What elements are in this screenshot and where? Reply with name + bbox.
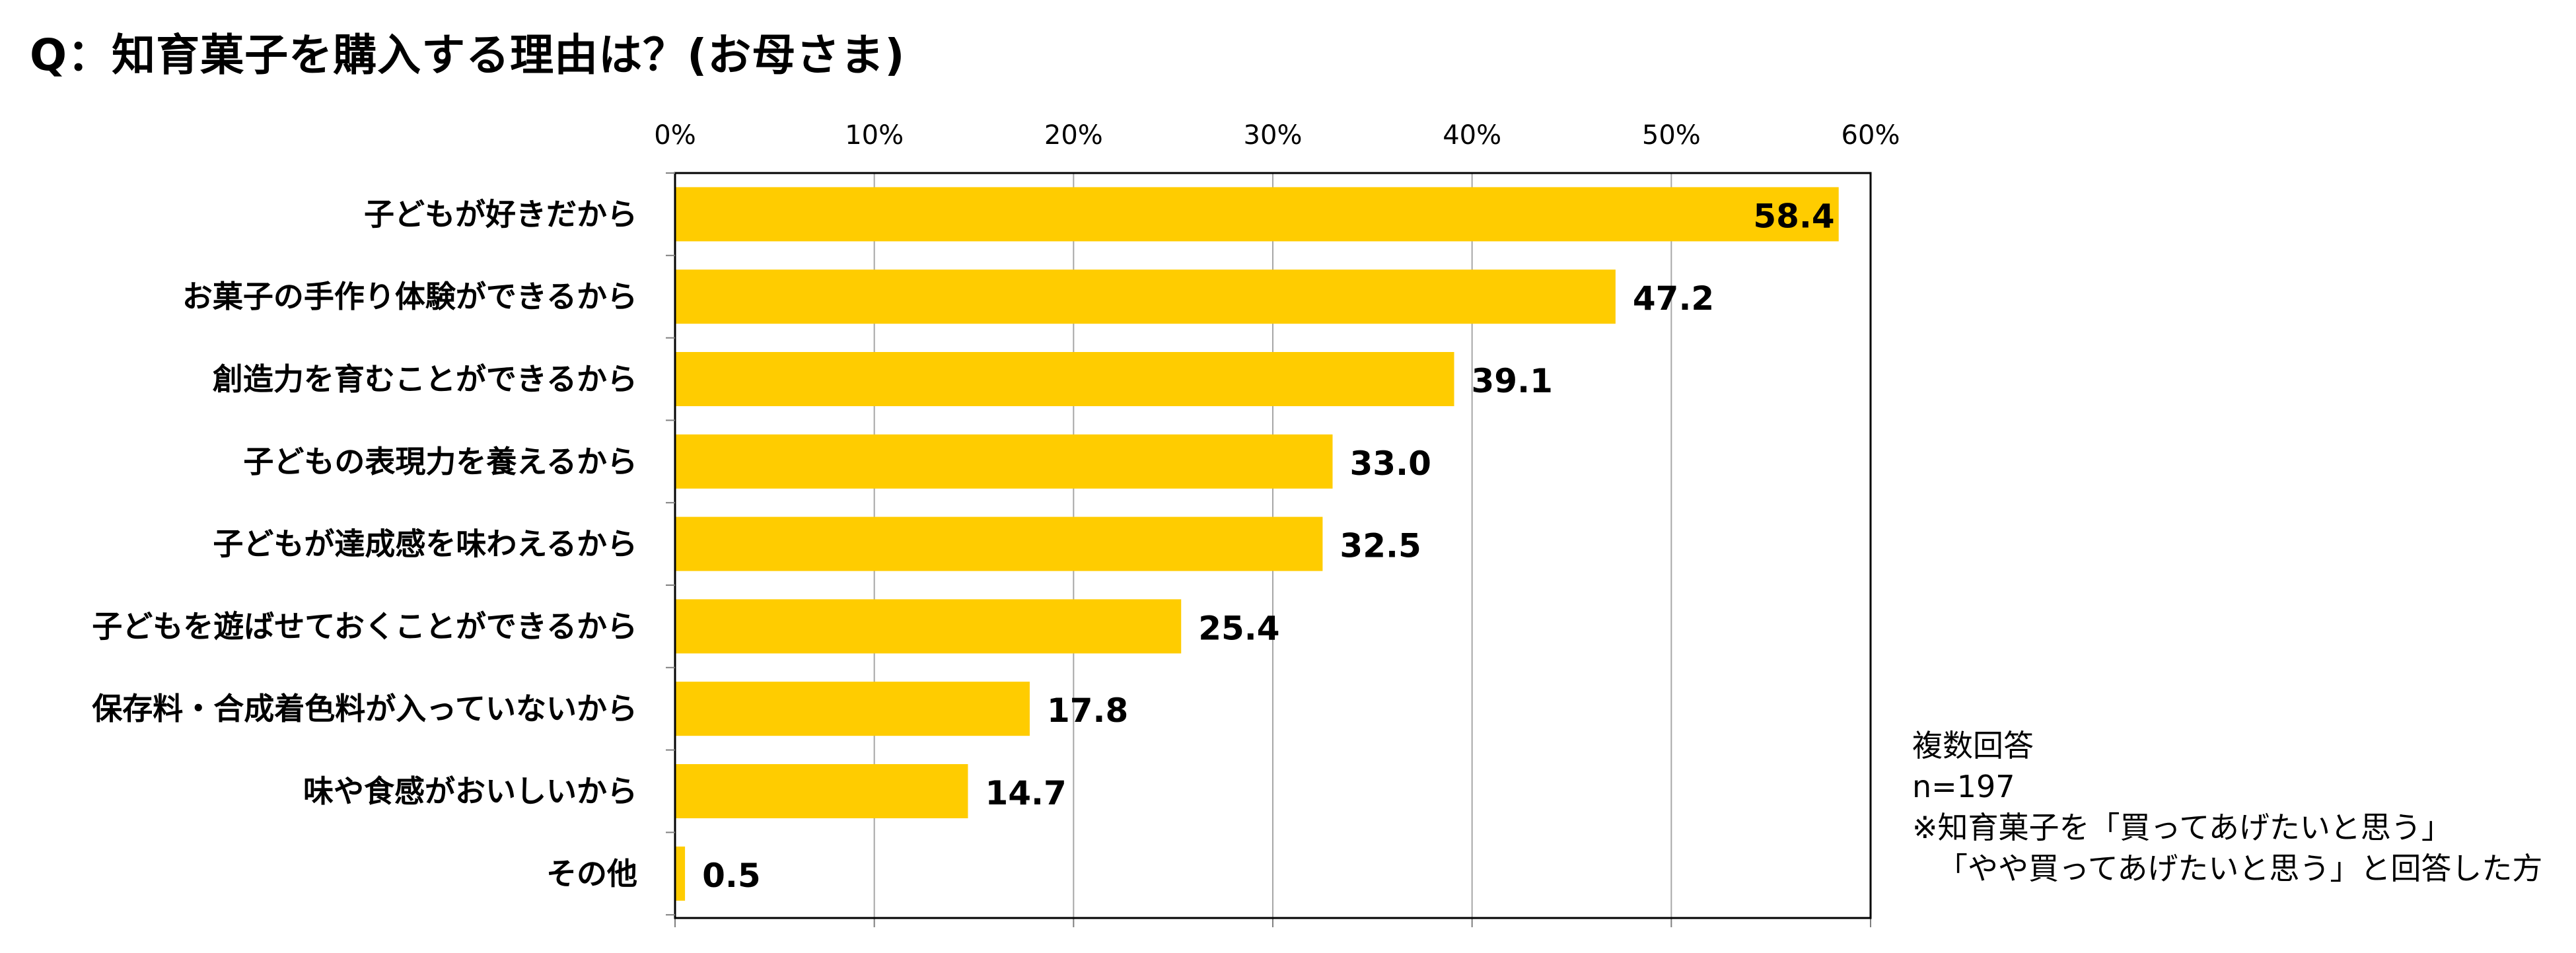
data-label: 33.0 (1350, 444, 1431, 483)
data-label: 17.8 (1047, 691, 1128, 730)
category-label: お菓子の手作り体験ができるから (182, 279, 637, 314)
bar (675, 516, 1323, 571)
data-label: 25.4 (1198, 609, 1279, 647)
x-tick-label: 10% (845, 120, 904, 151)
category-label: 子どもが好きだから (364, 196, 637, 232)
note-respondent-condition-cont: 「やや買ってあげたいと思う」と回答した方 (1937, 851, 2543, 886)
bar (675, 269, 1616, 324)
category-labels: 子どもが好きだからお菓子の手作り体験ができるから創造力を育むことができるから子ど… (92, 196, 637, 891)
plot-area-border (674, 172, 1872, 919)
bar (675, 682, 1030, 736)
chart-title: Q：知育菓子を購入する理由は？(お母さま) (30, 30, 906, 81)
x-tick-label: 30% (1244, 120, 1303, 151)
data-label: 32.5 (1340, 527, 1421, 565)
bar (675, 764, 968, 818)
data-labels: 58.4 47.2 39.1 33.0 32.5 25.4 17.8 14.7 0.5 (702, 197, 1835, 894)
x-tick-label: 50% (1642, 120, 1701, 151)
bar (675, 187, 1839, 242)
category-label: 保存料・合成着色料が入っていないから (92, 691, 637, 726)
category-label: 子どもを遊ばせておくことができるから (92, 608, 637, 644)
bar (675, 434, 1333, 489)
data-label: 39.1 (1472, 362, 1553, 400)
category-label: 子どもの表現力を養えるから (243, 444, 637, 479)
bars (675, 187, 1839, 901)
data-label: 47.2 (1633, 279, 1714, 318)
note-sample-size: n=197 (1912, 769, 2015, 804)
bar (675, 599, 1182, 654)
category-label: 創造力を育むことができるから (213, 361, 637, 397)
data-label: 0.5 (702, 857, 761, 895)
note-multiple-answer: 複数回答 (1912, 728, 2034, 763)
note-respondent-condition: ※知育菓子を「買ってあげたいと思う」 (1912, 810, 2452, 845)
category-label: 子どもが達成感を味わえるから (213, 526, 637, 562)
bar (675, 846, 686, 901)
x-tick-label: 60% (1842, 120, 1900, 151)
data-label: 14.7 (985, 774, 1066, 812)
x-tick-label: 40% (1443, 120, 1501, 151)
category-label: その他 (546, 856, 637, 892)
x-tick-label: 0% (654, 120, 696, 151)
category-label: 味や食感がおいしいから (303, 773, 637, 809)
x-tick-labels: 0% 10% 20% 30% 40% 50% 60% (654, 120, 1900, 151)
x-tick-label: 20% (1044, 120, 1103, 151)
data-label: 58.4 (1753, 197, 1834, 235)
bar (675, 352, 1454, 406)
plot-frame (666, 172, 1872, 927)
chart-notes: 複数回答 n=197 ※知育菓子を「買ってあげたいと思う」 「やや買ってあげたい… (1912, 725, 2542, 889)
